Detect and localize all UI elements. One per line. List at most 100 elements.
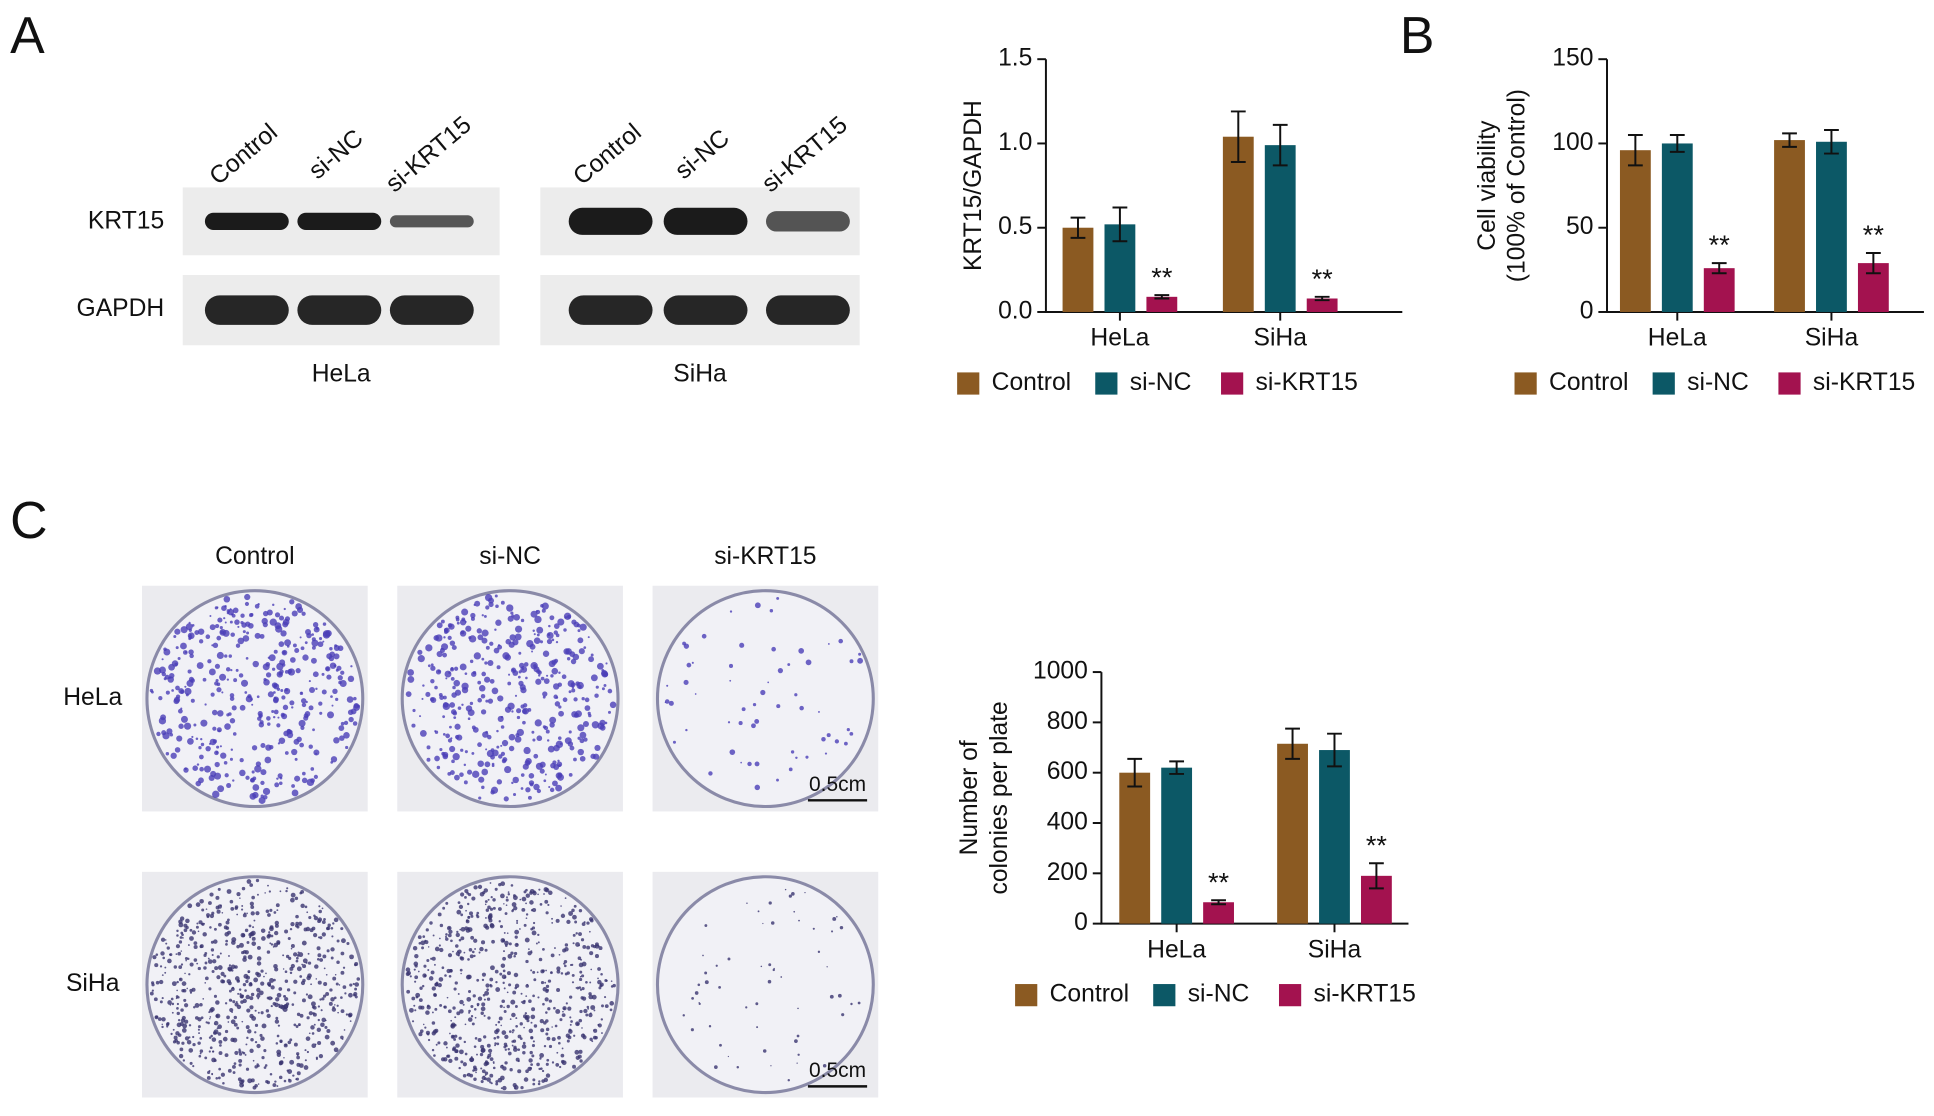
colony <box>481 1002 486 1007</box>
colony <box>754 602 761 609</box>
colony <box>449 745 456 753</box>
colony <box>204 982 207 984</box>
colony <box>583 921 586 924</box>
colony <box>473 1008 477 1011</box>
colony <box>457 954 460 957</box>
colony <box>289 700 295 706</box>
legend-label: si-NC <box>1687 369 1749 396</box>
colony <box>484 676 491 683</box>
cell-line-label: HeLa <box>312 360 371 387</box>
colony <box>572 653 580 661</box>
colony <box>273 911 277 914</box>
colony <box>199 1049 204 1053</box>
colony <box>495 987 501 992</box>
colony <box>507 1051 512 1056</box>
colony <box>590 1005 596 1010</box>
colony <box>491 764 495 768</box>
colony <box>438 692 443 697</box>
colony <box>346 942 350 946</box>
colony <box>459 663 467 671</box>
legend-label: si-KRT15 <box>1813 369 1915 396</box>
colony <box>760 965 763 968</box>
colony <box>431 1048 435 1052</box>
colony <box>213 1058 217 1063</box>
colony <box>419 986 423 990</box>
colony <box>282 968 285 970</box>
colony <box>568 911 574 916</box>
colony <box>610 980 613 982</box>
colony <box>503 1010 507 1014</box>
colony <box>796 1034 800 1038</box>
colony <box>503 796 509 802</box>
colony <box>442 733 446 736</box>
colony <box>572 933 576 937</box>
colony <box>338 725 345 731</box>
colony <box>227 918 230 922</box>
colony <box>308 915 312 920</box>
colony <box>579 738 585 744</box>
colony <box>245 1043 248 1046</box>
colony <box>590 968 593 971</box>
colony <box>461 682 469 690</box>
colony <box>556 969 561 974</box>
colony <box>182 937 184 939</box>
colony <box>414 975 419 980</box>
colony <box>561 1060 567 1066</box>
colony <box>522 703 528 708</box>
colony <box>239 942 244 948</box>
colony <box>204 961 208 965</box>
colony <box>588 1013 593 1018</box>
colony <box>495 1023 498 1026</box>
colony <box>500 1075 505 1081</box>
colony <box>434 1007 438 1011</box>
colony <box>174 628 181 635</box>
colony <box>216 745 220 749</box>
lane-label: Control <box>205 119 283 191</box>
colony <box>339 735 345 741</box>
colony <box>205 634 211 640</box>
colony <box>219 952 222 955</box>
colony <box>450 1019 453 1022</box>
colony <box>195 925 199 929</box>
colony <box>510 999 516 1005</box>
colony <box>226 783 232 789</box>
colony <box>346 696 354 703</box>
colony <box>527 795 532 800</box>
colony <box>569 745 575 751</box>
colony <box>472 994 476 998</box>
colony <box>326 674 332 680</box>
colony <box>551 917 554 920</box>
colony <box>210 948 215 952</box>
colony <box>539 768 545 774</box>
colony <box>191 987 196 992</box>
colony <box>166 946 170 950</box>
colony <box>533 633 536 636</box>
colony <box>467 990 472 994</box>
colony <box>518 670 522 674</box>
colony <box>514 1005 518 1008</box>
colony <box>244 1053 247 1056</box>
colony <box>266 716 271 721</box>
colony <box>430 665 436 671</box>
colony <box>279 669 284 674</box>
colony <box>411 996 416 1001</box>
colony <box>274 1080 277 1083</box>
colony <box>498 1016 503 1021</box>
colony <box>219 673 227 681</box>
colony <box>844 741 848 746</box>
colony <box>452 1006 456 1010</box>
colony <box>431 1011 434 1014</box>
colony <box>182 988 187 993</box>
colony <box>184 1003 189 1008</box>
colony <box>596 662 604 670</box>
colony <box>570 1020 573 1023</box>
colony <box>188 637 192 641</box>
colony <box>217 710 224 717</box>
colony <box>298 719 306 727</box>
colony <box>528 948 530 950</box>
colony <box>485 748 488 751</box>
colony <box>470 612 476 619</box>
colony <box>216 687 222 693</box>
colony <box>214 966 219 971</box>
colony <box>581 1027 583 1029</box>
